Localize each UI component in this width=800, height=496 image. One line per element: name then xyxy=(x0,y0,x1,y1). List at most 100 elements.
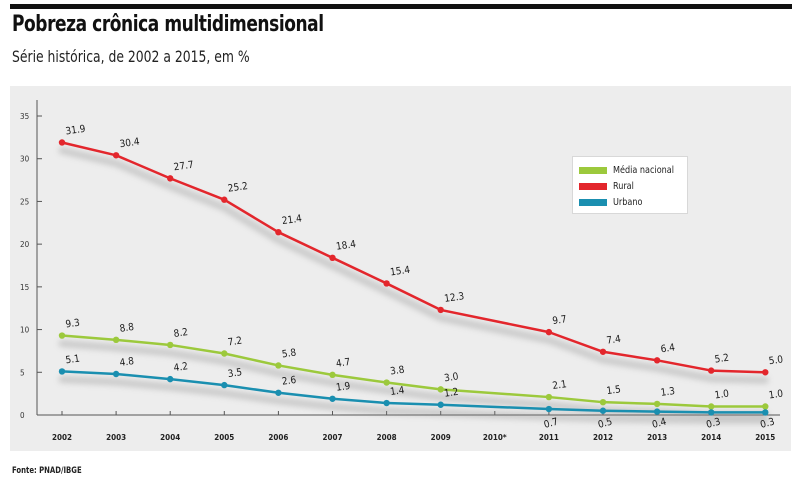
y-tick-label: 10 xyxy=(20,326,30,335)
data-point xyxy=(221,350,228,357)
data-point xyxy=(221,196,228,203)
x-tick-label: 2011 xyxy=(539,433,559,442)
y-tick-label: 5 xyxy=(20,368,25,377)
x-tick-label: 2010* xyxy=(483,433,507,442)
data-point xyxy=(58,332,66,339)
y-tick-label: 35 xyxy=(20,112,29,121)
data-label: 1.3 xyxy=(660,386,676,399)
data-point xyxy=(329,395,336,402)
legend-item-media-nacional: Média nacional xyxy=(579,163,681,177)
data-label: 3.0 xyxy=(444,371,460,384)
data-point xyxy=(167,175,174,182)
chart-title: Pobreza crônica multidimensional xyxy=(12,12,324,37)
data-point xyxy=(653,357,661,364)
data-point xyxy=(708,367,715,374)
data-point xyxy=(545,405,553,413)
data-label: 8.2 xyxy=(173,327,189,340)
data-point xyxy=(58,139,66,146)
data-point xyxy=(112,370,120,378)
data-point xyxy=(329,371,336,379)
x-tick-label: 2009 xyxy=(431,433,451,442)
data-label: 31.9 xyxy=(65,124,87,138)
data-point xyxy=(58,368,66,375)
series-shadow-2 xyxy=(58,375,769,424)
data-point xyxy=(383,399,390,407)
data-label: 3.5 xyxy=(227,367,243,380)
data-point xyxy=(708,403,715,410)
data-label: 5.8 xyxy=(281,348,297,361)
data-point xyxy=(167,375,174,383)
legend-label-media-nacional: Média nacional xyxy=(613,164,674,176)
data-label: 9.3 xyxy=(65,318,81,331)
x-tick-label: 2012 xyxy=(593,433,613,442)
x-tick-label: 2002 xyxy=(52,433,72,442)
data-label: 12.3 xyxy=(444,291,465,305)
x-tick-label: 2003 xyxy=(106,433,126,442)
x-tick-label: 2006 xyxy=(268,433,288,442)
data-label: 5.2 xyxy=(714,353,730,366)
legend-swatch-media-nacional xyxy=(579,166,607,174)
data-label: 8.8 xyxy=(119,322,135,335)
y-tick-label: 0 xyxy=(20,411,25,420)
data-label: 1.4 xyxy=(389,385,405,398)
data-point xyxy=(383,379,390,386)
chart-legend: Média nacional Rural Urbano xyxy=(572,156,688,214)
data-point xyxy=(383,280,390,287)
top-rule xyxy=(10,4,792,9)
x-tick-label: 2007 xyxy=(322,433,342,442)
data-label: 15.4 xyxy=(389,265,411,279)
series-shadow-1 xyxy=(58,146,769,384)
y-tick-label: 20 xyxy=(20,240,30,249)
x-tick-label: 2005 xyxy=(214,433,234,442)
data-label: 4.7 xyxy=(335,357,351,370)
data-label: 3.8 xyxy=(389,365,405,378)
data-label: 1.0 xyxy=(768,389,784,402)
data-point xyxy=(275,228,282,236)
x-tick-label: 2008 xyxy=(377,433,397,442)
data-point xyxy=(167,341,174,349)
data-label: 27.7 xyxy=(173,160,194,174)
data-point xyxy=(708,409,715,416)
data-label: 30.4 xyxy=(119,137,141,151)
data-point xyxy=(545,393,553,401)
data-label: 2.1 xyxy=(552,379,568,392)
data-label: 0.4 xyxy=(651,416,668,430)
data-point xyxy=(545,328,553,336)
y-tick-label: 15 xyxy=(20,283,29,292)
data-label: 21.4 xyxy=(281,213,303,227)
data-label: 0.3 xyxy=(705,417,722,431)
data-point xyxy=(599,398,607,406)
data-label: 7.4 xyxy=(606,334,622,347)
data-point xyxy=(599,407,607,414)
source-note: Fonte: PNAD/IBGE xyxy=(12,466,82,476)
chart-subtitle: Série histórica, de 2002 a 2015, em % xyxy=(12,47,250,66)
legend-label-rural: Rural xyxy=(613,180,634,192)
data-point xyxy=(275,362,282,369)
x-tick-label: 2004 xyxy=(160,433,180,442)
legend-label-urbano: Urbano xyxy=(613,196,643,208)
y-tick-label: 30 xyxy=(20,155,30,164)
x-tick-label: 2013 xyxy=(647,433,667,442)
data-point xyxy=(653,400,661,408)
data-label: 0.5 xyxy=(597,417,614,431)
data-label: 0.3 xyxy=(759,417,776,431)
data-label: 0.7 xyxy=(543,417,560,431)
data-label: 25.2 xyxy=(227,181,248,195)
data-label: 1.2 xyxy=(444,387,460,400)
data-point xyxy=(599,348,607,355)
legend-swatch-rural xyxy=(579,182,607,190)
x-tick-label: 2014 xyxy=(701,433,721,442)
x-tick-label: 2015 xyxy=(755,433,775,442)
data-point xyxy=(275,389,282,396)
data-label: 4.8 xyxy=(119,356,135,369)
data-point xyxy=(221,381,228,389)
legend-swatch-urbano xyxy=(579,198,607,206)
data-point xyxy=(329,254,336,262)
data-label: 1.9 xyxy=(335,381,351,394)
legend-item-urbano: Urbano xyxy=(579,195,646,209)
data-label: 5.1 xyxy=(65,354,81,367)
data-point xyxy=(437,401,444,408)
data-point xyxy=(762,369,769,376)
data-label: 1.0 xyxy=(714,389,730,402)
